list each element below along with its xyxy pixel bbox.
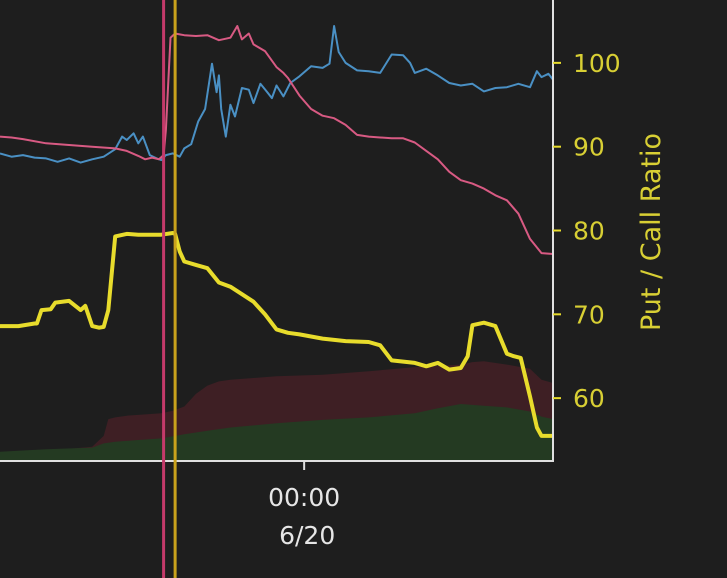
y-axis-label: Put / Call Ratio — [636, 133, 667, 331]
y-tick-label: 100 — [573, 49, 621, 78]
put-call-ratio-line — [0, 231, 553, 438]
y-tick-label: 60 — [573, 384, 605, 413]
y-tick-label: 70 — [573, 300, 605, 329]
blue-series-line — [0, 25, 553, 164]
pink-series-line — [0, 25, 553, 255]
plot-area — [0, 25, 553, 461]
green-band-area — [0, 404, 553, 461]
x-tick-label-date: 6/20 — [279, 521, 335, 550]
axes: 60 70 80 90 100 00:00 6/20 — [0, 0, 621, 550]
x-tick-label-time: 00:00 — [268, 483, 340, 512]
y-tick-label: 90 — [573, 133, 605, 162]
y-tick-label: 80 — [573, 217, 605, 246]
